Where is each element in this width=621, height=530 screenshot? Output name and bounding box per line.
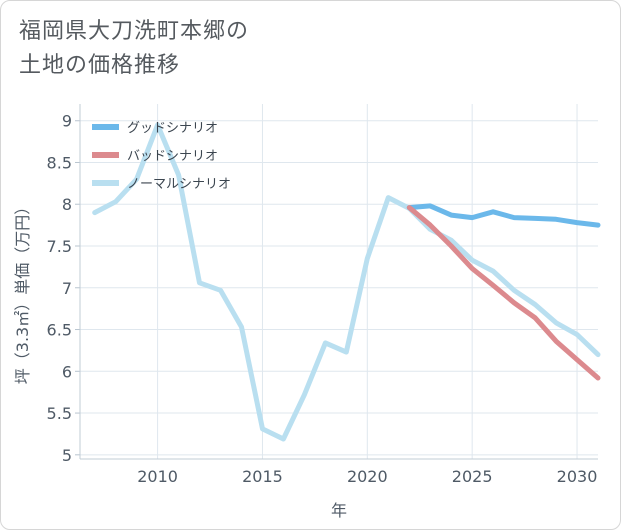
x-axis-title: 年 [331,501,347,520]
chart-title: 福岡県大刀洗町本郷の 土地の価格推移 [19,19,250,78]
x-tick-label: 2015 [242,467,283,486]
y-tick-label: 5 [62,446,72,465]
series-line-0 [406,203,601,228]
y-tick-label: 7 [62,279,72,298]
y-tick-label: 5.5 [47,404,72,423]
y-axis-title: 坪（3.3㎡）単価（万円） [13,199,32,384]
legend-label: ノーマルシナリオ [127,177,231,192]
y-tick-label: 6.5 [47,321,72,340]
x-tick-label: 2025 [452,467,493,486]
series-line-2 [92,122,601,442]
y-tick-label: 8.5 [47,153,72,172]
x-tick-label: 2020 [347,467,388,486]
legend-label: バッドシナリオ [127,149,218,164]
y-tick-label: 6 [62,362,72,381]
y-tick-label: 9 [62,112,72,131]
legend-label: グッドシナリオ [127,121,218,136]
series-line-1 [406,205,601,381]
y-tick-label: 7.5 [47,237,72,256]
x-tick-label: 2010 [137,467,178,486]
y-tick-label: 8 [62,195,72,214]
x-tick-label: 2030 [557,467,598,486]
